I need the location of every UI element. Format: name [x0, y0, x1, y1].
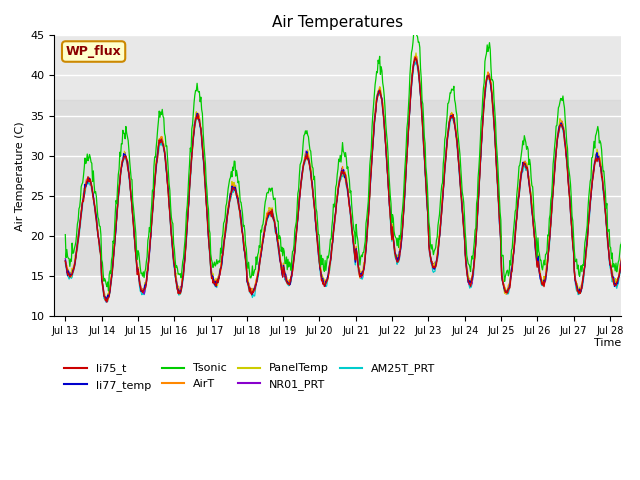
li77_temp	[288, 270, 296, 276]
AirT	[413, 54, 420, 60]
AirT	[237, 219, 245, 225]
li75_t	[450, 119, 458, 125]
Text: WP_flux: WP_flux	[66, 45, 122, 58]
PanelTemp	[266, 207, 274, 213]
li77_temp	[417, 100, 425, 106]
Tsonic	[237, 199, 245, 205]
PanelTemp	[131, 227, 138, 233]
AirT	[450, 115, 458, 121]
NR01_PRT	[266, 207, 274, 213]
AM25T_PRT	[266, 211, 274, 216]
Y-axis label: Air Temperature (C): Air Temperature (C)	[15, 121, 25, 231]
Line: PanelTemp: PanelTemp	[65, 53, 640, 300]
Line: AM25T_PRT: AM25T_PRT	[65, 61, 640, 302]
NR01_PRT	[450, 117, 458, 122]
li75_t	[266, 210, 274, 216]
Tsonic	[61, 232, 69, 238]
Line: li75_t: li75_t	[65, 57, 640, 302]
AM25T_PRT	[131, 233, 138, 239]
X-axis label: Time: Time	[594, 337, 621, 348]
AirT	[61, 258, 69, 264]
Tsonic	[417, 76, 425, 82]
li77_temp	[102, 297, 110, 302]
li75_t	[131, 232, 138, 238]
NR01_PRT	[61, 256, 69, 262]
Tsonic	[288, 257, 296, 263]
Tsonic	[450, 84, 458, 89]
AM25T_PRT	[61, 260, 69, 266]
Tsonic	[104, 288, 112, 294]
NR01_PRT	[412, 53, 419, 59]
NR01_PRT	[103, 299, 111, 304]
AirT	[131, 233, 138, 239]
PanelTemp	[288, 267, 296, 273]
li77_temp	[450, 115, 458, 120]
li75_t	[103, 299, 111, 305]
AirT	[288, 268, 296, 274]
NR01_PRT	[288, 274, 296, 280]
Line: AirT: AirT	[65, 57, 640, 300]
li75_t	[288, 273, 296, 279]
Legend: li75_t, li77_temp, Tsonic, AirT, PanelTemp, NR01_PRT, AM25T_PRT: li75_t, li77_temp, Tsonic, AirT, PanelTe…	[60, 359, 440, 395]
AM25T_PRT	[102, 300, 110, 305]
li77_temp	[266, 210, 274, 216]
Bar	[54, 99, 621, 276]
AM25T_PRT	[417, 106, 425, 111]
PanelTemp	[61, 258, 69, 264]
li75_t	[61, 258, 69, 264]
PanelTemp	[450, 114, 458, 120]
AirT	[417, 102, 425, 108]
li77_temp	[412, 56, 419, 61]
PanelTemp	[237, 217, 245, 223]
AM25T_PRT	[288, 274, 296, 280]
li75_t	[237, 220, 245, 226]
li77_temp	[61, 258, 69, 264]
AM25T_PRT	[237, 220, 245, 226]
Tsonic	[131, 214, 138, 219]
AM25T_PRT	[413, 59, 420, 64]
Line: Tsonic: Tsonic	[65, 27, 640, 291]
NR01_PRT	[237, 219, 245, 225]
PanelTemp	[412, 50, 420, 56]
NR01_PRT	[131, 229, 138, 235]
PanelTemp	[103, 297, 111, 303]
PanelTemp	[417, 100, 425, 106]
Line: li77_temp: li77_temp	[65, 59, 640, 300]
li75_t	[412, 54, 419, 60]
AM25T_PRT	[450, 119, 458, 124]
AirT	[266, 209, 274, 215]
NR01_PRT	[417, 102, 425, 108]
li77_temp	[131, 233, 138, 239]
AirT	[104, 298, 111, 303]
Title: Air Temperatures: Air Temperatures	[272, 15, 403, 30]
li77_temp	[237, 215, 245, 220]
li75_t	[417, 102, 425, 108]
Line: NR01_PRT: NR01_PRT	[65, 56, 640, 301]
Tsonic	[412, 24, 419, 30]
Tsonic	[266, 186, 274, 192]
